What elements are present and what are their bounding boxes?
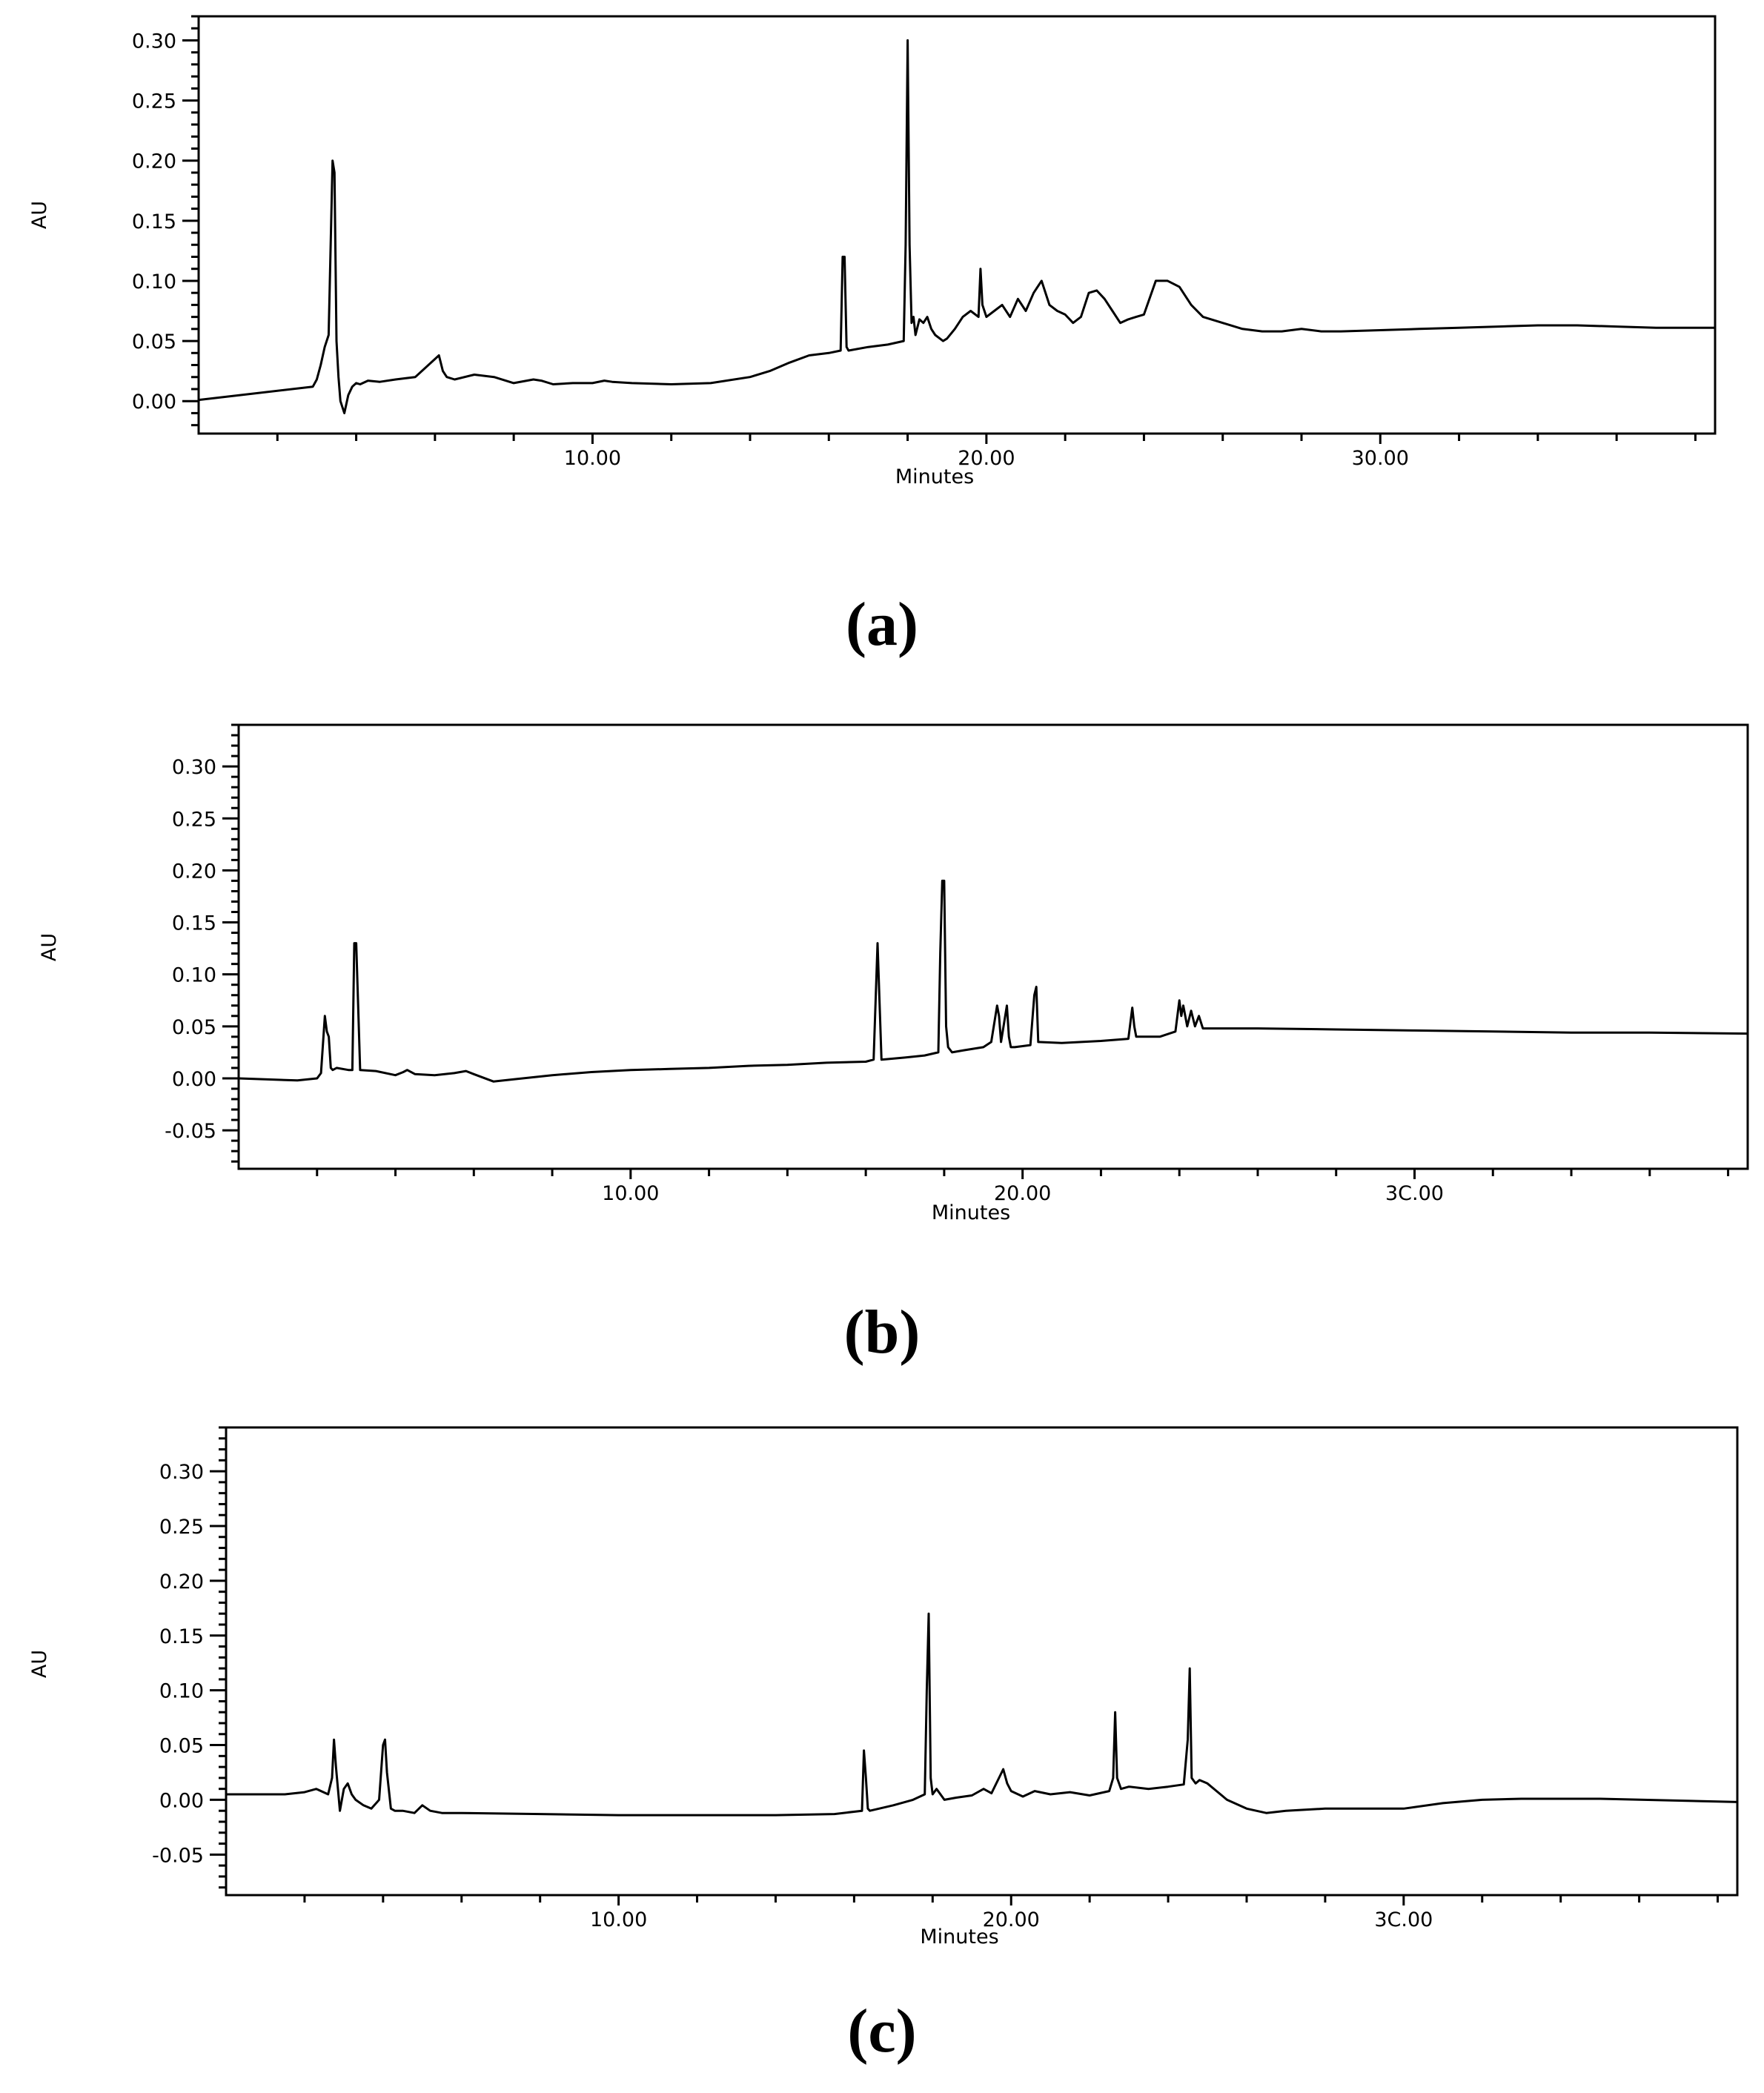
panel-label: (b) [844, 1298, 921, 1367]
x-tick-label: 10.00 [564, 447, 621, 470]
y-tick-label: 0.00 [172, 1068, 216, 1091]
y-tick-label: -0.05 [152, 1844, 204, 1867]
panel-label: (a) [846, 590, 918, 659]
chromatogram-b-svg: -0.05 0.00 0.05 0.10 0.15 0.20 0.25 0.30 10.00 20… [38, 723, 1749, 1367]
y-tick-label: -0.05 [165, 1120, 216, 1143]
y-tick-label: 0.00 [132, 391, 176, 414]
y-tick-label: 0.15 [172, 912, 216, 935]
chromatogram-trace [198, 39, 1715, 414]
x-tick-label: 20.00 [983, 1908, 1040, 1931]
plot-frame [225, 1426, 1739, 1897]
x-tick-label: 10.00 [602, 1182, 659, 1205]
x-tick-label: 20.00 [958, 447, 1015, 470]
y-tick-label: 0.20 [172, 860, 216, 883]
chromatogram-a: 0.00 0.05 0.10 0.15 0.20 0.25 0.30 10.00 20.00 30… [0, 0, 1764, 697]
y-tick-label: 0.20 [159, 1570, 204, 1593]
x-axis-title: Minutes [932, 1201, 1010, 1224]
chromatogram-trace [238, 879, 1748, 1083]
panel-label: (c) [847, 1997, 916, 2066]
x-axis-title: Minutes [895, 465, 974, 488]
x-tick-label: 10.00 [590, 1908, 647, 1931]
y-tick-label: 0.15 [159, 1625, 204, 1648]
chromatogram-c: -0.05 0.00 0.05 0.10 0.15 0.20 0.25 0.30 10.00 20… [0, 1401, 1764, 2093]
y-tick-label: 0.25 [132, 90, 176, 113]
y-tick-label: 0.10 [132, 271, 176, 293]
y-tick-label: 0.10 [172, 964, 216, 987]
y-tick-label: 0.30 [132, 30, 176, 53]
y-tick-label: 0.00 [159, 1789, 204, 1812]
x-tick-label: 3C.00 [1385, 1182, 1444, 1205]
y-tick-label: 0.20 [132, 150, 176, 173]
y-tick-label: 0.05 [132, 331, 176, 354]
chromatogram-b: -0.05 0.00 0.05 0.10 0.15 0.20 0.25 0.30 10.00 20… [0, 697, 1764, 1401]
y-tick-label: 0.10 [159, 1680, 204, 1703]
x-axis-title: Minutes [920, 1926, 998, 1948]
y-axis-title: AU [38, 933, 61, 961]
y-tick-label: 0.30 [159, 1461, 204, 1484]
chromatogram-a-svg: 0.00 0.05 0.10 0.15 0.20 0.25 0.30 10.00 20.00 30… [28, 15, 1717, 659]
y-tick-label: 0.05 [159, 1735, 204, 1758]
y-tick-label: 0.30 [172, 756, 216, 779]
plot-frame [197, 15, 1717, 435]
x-tick-label: 30.00 [1352, 447, 1409, 470]
chromatogram-c-svg: -0.05 0.00 0.05 0.10 0.15 0.20 0.25 0.30 10.00 20… [28, 1426, 1739, 2066]
y-axis-title: AU [28, 201, 51, 229]
x-tick-label: 3C.00 [1374, 1908, 1433, 1931]
y-tick-label: 0.25 [172, 808, 216, 831]
x-tick-label: 20.00 [994, 1182, 1051, 1205]
plot-frame [237, 723, 1749, 1170]
y-tick-label: 0.25 [159, 1516, 204, 1539]
chromatogram-trace [226, 1612, 1738, 1817]
y-axis-title: AU [28, 1650, 51, 1678]
y-tick-label: 0.15 [132, 210, 176, 233]
y-tick-label: 0.05 [172, 1016, 216, 1039]
